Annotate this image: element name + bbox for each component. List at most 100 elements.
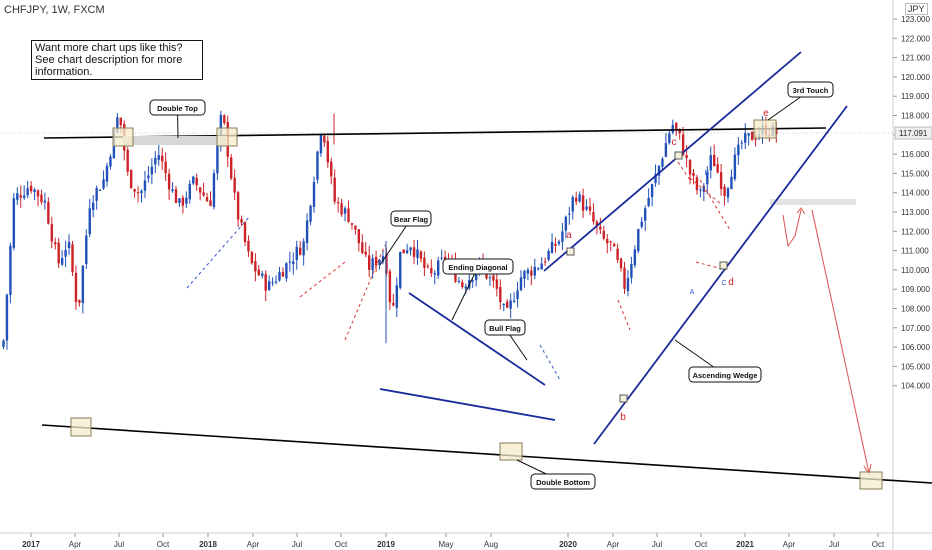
candle-body xyxy=(33,189,36,192)
candle-body xyxy=(692,172,695,176)
callout-ascending-wedge: Ascending Wedge xyxy=(674,339,762,383)
candle-body xyxy=(136,192,140,194)
candle-body xyxy=(516,290,519,300)
y-tick-label: 114.000 xyxy=(901,189,930,198)
candle-body xyxy=(109,156,112,167)
candle-body xyxy=(405,250,409,253)
candle-body xyxy=(343,208,347,214)
candle-body xyxy=(174,189,178,203)
promo-line-2: See chart description for more xyxy=(35,54,183,66)
candle-body xyxy=(388,271,392,303)
candle-body xyxy=(185,197,188,204)
rising-channel-upper xyxy=(543,51,802,272)
candle-body xyxy=(60,258,64,265)
wave-label-C: C xyxy=(721,280,726,287)
y-tick-label: 112.000 xyxy=(901,227,930,236)
candle-body xyxy=(519,277,523,291)
candle-body xyxy=(64,249,67,257)
candle-body xyxy=(737,144,740,156)
candle-body xyxy=(568,213,571,215)
candle-body xyxy=(357,229,361,244)
y-tick-label: 110.000 xyxy=(901,266,930,275)
candle-body xyxy=(171,189,174,192)
x-tick-label: May xyxy=(438,540,453,549)
candle-body xyxy=(488,277,492,279)
zigzag-arrow xyxy=(782,209,802,248)
candle-body xyxy=(105,165,109,182)
candle-body xyxy=(371,258,374,271)
candle-body xyxy=(350,223,354,225)
y-tick-label: 104.000 xyxy=(901,382,930,391)
falling-wedge-lower xyxy=(379,388,556,421)
y-tick-label: 123.000 xyxy=(901,15,930,24)
candle-body xyxy=(702,185,706,192)
candle-body xyxy=(550,241,554,253)
candle-body xyxy=(616,248,619,260)
callout-label: Double Bottom xyxy=(536,478,590,487)
candle-body xyxy=(588,206,592,211)
candle-body xyxy=(592,212,595,222)
callout-double-bottom: Double Bottom xyxy=(516,459,596,490)
candle-body xyxy=(675,122,678,130)
y-tick-label: 105.000 xyxy=(901,362,930,371)
callout-ending-diagonal: Ending Diagonal xyxy=(442,258,514,321)
candle-body xyxy=(492,275,495,281)
candle-body xyxy=(661,158,664,167)
candle-body xyxy=(747,133,750,136)
candle-body xyxy=(9,245,12,296)
callout-box xyxy=(442,258,514,275)
candle-body xyxy=(95,187,98,201)
candle-body xyxy=(5,294,9,341)
candle-body xyxy=(164,161,167,174)
candle-body xyxy=(26,188,29,196)
callout-box xyxy=(530,473,596,490)
candle-body xyxy=(381,256,385,262)
candle-body xyxy=(102,179,105,189)
candle-body xyxy=(530,270,533,276)
wave-label-a: a xyxy=(566,230,572,241)
candle-body xyxy=(140,190,143,194)
candle-body xyxy=(264,274,267,291)
candle-body xyxy=(302,241,305,256)
marker-double-top-1 xyxy=(112,127,134,147)
candle-body xyxy=(43,200,47,203)
marker-target xyxy=(859,471,883,490)
wave-label-A: A xyxy=(690,289,695,296)
callout-box xyxy=(688,366,762,383)
candle-body xyxy=(305,220,309,244)
callout-double-top: Double Top xyxy=(149,99,206,139)
candle-body xyxy=(364,251,367,255)
candle-body xyxy=(133,189,136,192)
y-tick-label: 121.000 xyxy=(901,54,930,63)
marker-3rd-touch xyxy=(753,119,777,139)
candle-body xyxy=(223,115,226,123)
wave-label-e: e xyxy=(763,108,769,119)
y-tick-label: 118.000 xyxy=(901,112,930,121)
x-tick-label: 2020 xyxy=(559,540,577,549)
y-tick-label: 116.000 xyxy=(901,150,930,159)
candle-body xyxy=(29,185,33,192)
candle-body xyxy=(723,186,726,197)
candle-body xyxy=(713,154,716,167)
y-tick-label: 109.000 xyxy=(901,285,930,294)
dashed-guide xyxy=(689,177,723,206)
candle-body xyxy=(619,258,623,269)
candle-body xyxy=(319,134,323,154)
candle-body xyxy=(585,206,588,210)
candle-body xyxy=(157,155,160,160)
callout-label: Ending Diagonal xyxy=(448,263,507,272)
wave-label-B: B xyxy=(705,170,710,177)
candle-body xyxy=(281,272,285,277)
falling-wedge-upper xyxy=(408,292,546,386)
candle-body xyxy=(50,224,53,242)
dashed-guide xyxy=(677,161,691,181)
candle-body xyxy=(278,272,281,281)
candle-body xyxy=(440,257,443,259)
candle-body xyxy=(581,195,585,211)
candle-body xyxy=(378,259,381,265)
candle-body xyxy=(557,241,561,244)
candle-body xyxy=(657,165,661,176)
candle-body xyxy=(36,190,40,197)
candle-body xyxy=(119,117,122,126)
